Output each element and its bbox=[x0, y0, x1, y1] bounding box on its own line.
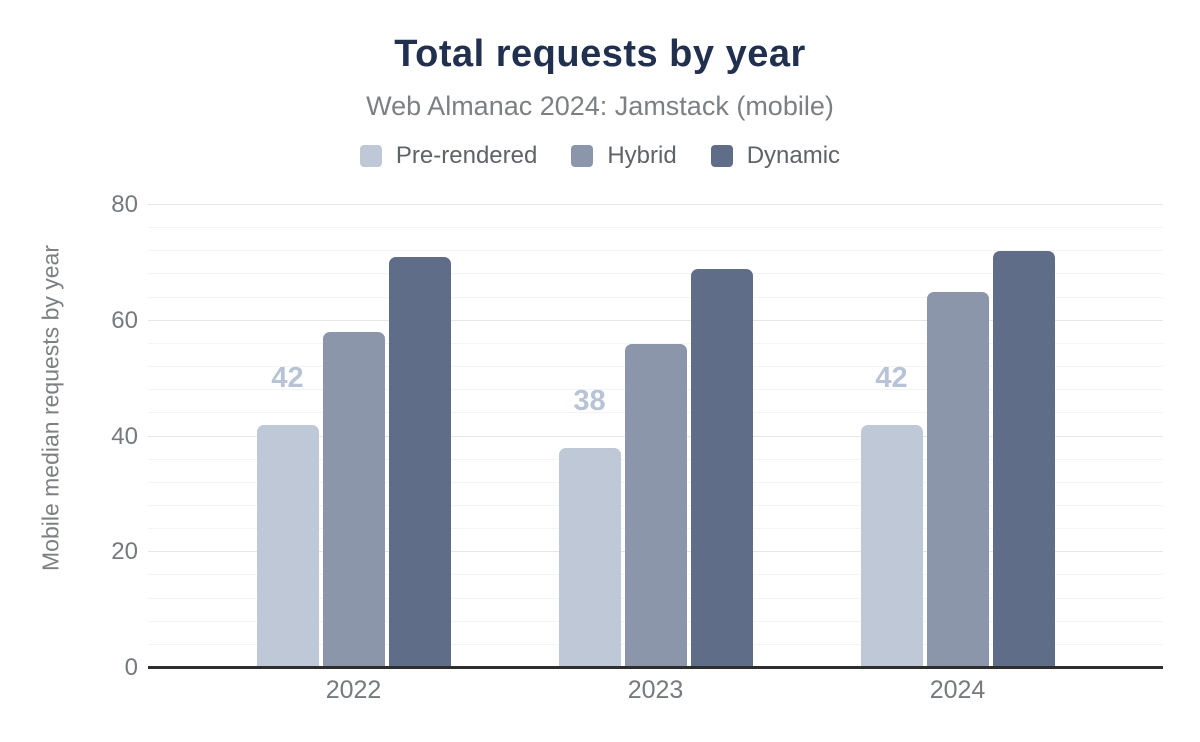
plot-area: 42 38 42 bbox=[148, 204, 1163, 669]
gridline-minor bbox=[148, 296, 1163, 298]
bar-pre-rendered-2022[interactable]: 42 bbox=[256, 362, 319, 668]
gridline-minor bbox=[148, 273, 1163, 275]
bar-value-label: 42 bbox=[271, 362, 304, 394]
legend-label: Hybrid bbox=[607, 142, 677, 169]
chart-subtitle: Web Almanac 2024: Jamstack (mobile) bbox=[366, 91, 834, 121]
legend-item-hybrid[interactable]: Hybrid bbox=[571, 142, 677, 170]
bar-group-2024: 42 bbox=[860, 205, 1055, 668]
bar-hybrid-2024[interactable] bbox=[926, 292, 989, 668]
bar-hybrid-2023[interactable] bbox=[624, 344, 687, 668]
gridline-major bbox=[148, 204, 1163, 205]
legend-swatch-icon bbox=[571, 145, 594, 167]
x-tick-label: 2022 bbox=[325, 676, 382, 704]
legend-swatch-icon bbox=[359, 145, 382, 167]
bar-hybrid-2022[interactable] bbox=[322, 332, 385, 668]
y-axis-ticks: 0 20 40 60 80 bbox=[0, 193, 138, 680]
gridline-minor bbox=[148, 227, 1163, 229]
gridline-minor bbox=[148, 250, 1163, 252]
legend-label: Dynamic bbox=[746, 142, 841, 169]
y-tick-label: 80 bbox=[111, 191, 138, 218]
bar-pre-rendered-2023[interactable]: 38 bbox=[558, 385, 621, 668]
bar-group-2023: 38 bbox=[558, 205, 753, 668]
y-tick-label: 0 bbox=[124, 654, 138, 681]
bar-dynamic-2022[interactable] bbox=[388, 257, 451, 668]
bar-value-label: 42 bbox=[875, 362, 908, 394]
bar-group-2022: 42 bbox=[256, 205, 451, 668]
x-axis-ticks: 2022 2023 2024 bbox=[148, 676, 1163, 706]
x-axis-line bbox=[148, 666, 1163, 669]
gridline-major bbox=[148, 319, 1163, 321]
legend: Pre-rendered Hybrid Dynamic bbox=[0, 142, 1200, 170]
legend-item-pre-rendered[interactable]: Pre-rendered bbox=[359, 142, 538, 170]
bar-value-label: 38 bbox=[573, 385, 606, 417]
bar-pre-rendered-2024[interactable]: 42 bbox=[860, 362, 923, 668]
bar-dynamic-2024[interactable] bbox=[992, 251, 1055, 668]
y-tick-label: 20 bbox=[111, 538, 138, 566]
x-tick-label: 2024 bbox=[929, 676, 986, 704]
x-tick-label: 2023 bbox=[627, 676, 684, 704]
gridline-minor bbox=[148, 342, 1163, 344]
legend-item-dynamic[interactable]: Dynamic bbox=[710, 142, 841, 170]
y-tick-label: 40 bbox=[111, 422, 138, 450]
y-tick-label: 60 bbox=[111, 306, 138, 334]
legend-label: Pre-rendered bbox=[395, 142, 538, 169]
legend-swatch-icon bbox=[710, 145, 733, 167]
chart-title: Total requests by year bbox=[394, 33, 806, 75]
bar-dynamic-2023[interactable] bbox=[690, 269, 753, 668]
